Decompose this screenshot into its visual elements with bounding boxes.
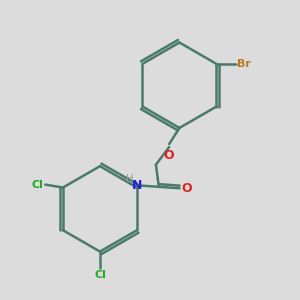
Text: Br: Br (237, 59, 251, 69)
Text: O: O (164, 149, 175, 162)
Text: Cl: Cl (32, 180, 44, 190)
Text: N: N (132, 179, 142, 192)
Text: O: O (182, 182, 192, 195)
Text: H: H (125, 174, 133, 184)
Text: Cl: Cl (94, 270, 106, 280)
